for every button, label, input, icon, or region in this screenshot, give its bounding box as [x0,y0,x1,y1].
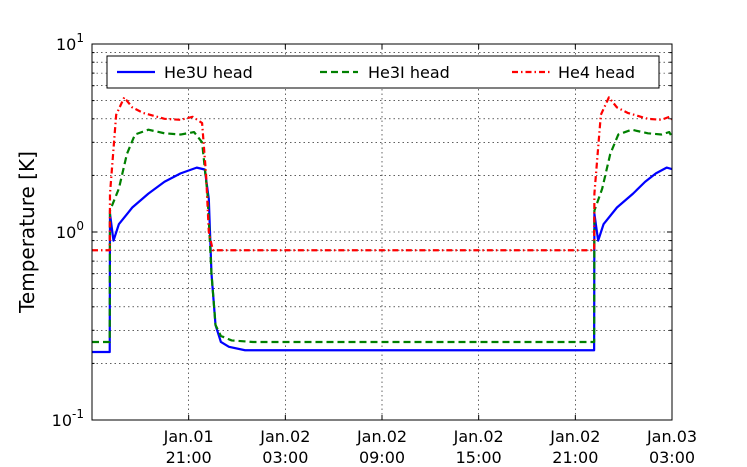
x-tick-label-date: Jan.02 [259,427,310,446]
legend-label-2: He3I head [368,63,450,82]
series-line-2 [92,128,672,344]
plot-series-group [92,96,672,354]
y-axis-label: Temperature [K] [15,151,39,314]
legend-label-1: He3U head [164,63,253,82]
series-line-1 [92,166,672,354]
y-tick-base: 10 [52,411,72,430]
grid-lines [92,44,672,420]
x-tick-label-time: 03:00 [649,448,695,467]
y-tick-exponent: 0 [76,219,84,233]
x-tick-label-date: Jan.03 [646,427,697,446]
y-tick-base: 10 [56,223,76,242]
x-tick-label-time: 09:00 [359,448,405,467]
y-tick-base: 10 [56,35,76,54]
y-tick-label: 101 [56,31,84,54]
x-tick-label-date: Jan.02 [549,427,600,446]
x-tick-label-date: Jan.02 [356,427,407,446]
x-axis: Jan.01 21:00 Jan.02 03:00 Jan.02 09:00 Jan.02 1… [163,44,697,467]
x-tick-label-time: 21:00 [552,448,598,467]
x-tick-label-date: Jan.01 [163,427,214,446]
y-tick-label: 100 [56,219,84,242]
x-tick-label-time: 21:00 [166,448,212,467]
legend-label-3: He4 head [558,63,635,82]
legend-box [106,55,660,89]
x-tick-label-date: Jan.02 [453,427,504,446]
y-tick-label: 10-1 [52,407,84,430]
x-tick-label-time: 15:00 [456,448,502,467]
y-tick-exponent: 1 [76,31,84,45]
series-line-3 [92,96,672,252]
legend: He3U head He3I head He4 head [106,55,660,89]
x-tick-label-time: 03:00 [262,448,308,467]
y-tick-exponent: -1 [72,407,84,421]
